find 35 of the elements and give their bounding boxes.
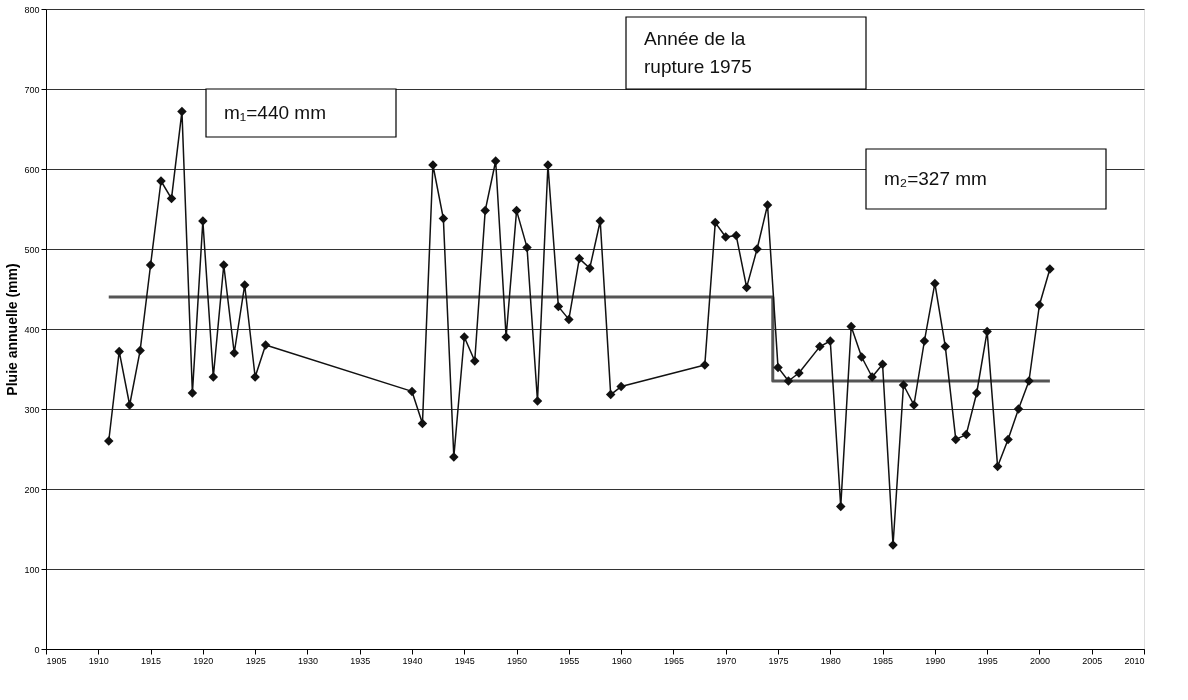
x-tick-label: 1955 <box>559 655 580 666</box>
x-tick-label: 1985 <box>873 655 894 666</box>
y-tick-label: 600 <box>24 164 40 175</box>
y-tick-label: 700 <box>24 84 40 95</box>
x-tick-label: 1960 <box>611 655 632 666</box>
y-tick-label: 500 <box>24 244 40 255</box>
x-tick-label: 1945 <box>454 655 475 666</box>
x-tick-label: 1950 <box>507 655 528 666</box>
y-tick-label: 200 <box>24 484 40 495</box>
x-tick-label: 2010 <box>1124 655 1145 666</box>
x-tick-label: 1995 <box>977 655 998 666</box>
x-tick-label: 1910 <box>88 655 109 666</box>
x-tick-label: 2000 <box>1029 655 1050 666</box>
x-tick-label: 1915 <box>141 655 162 666</box>
y-tick-label: 400 <box>24 324 40 335</box>
x-tick-label: 1965 <box>663 655 684 666</box>
y-tick-label: 800 <box>24 4 40 15</box>
y-tick-label: 0 <box>34 644 40 655</box>
x-tick-label: 1990 <box>925 655 946 666</box>
x-tick-label: 1975 <box>768 655 789 666</box>
x-tick-label: 1980 <box>820 655 841 666</box>
y-axis-title: Pluie annuelle (mm) <box>4 263 21 396</box>
annotation: m₂=327 mm <box>884 168 987 189</box>
x-tick-label: 1970 <box>716 655 737 666</box>
x-tick-label: 1935 <box>350 655 371 666</box>
annotation: Année de la rupture 1975 <box>644 28 752 77</box>
y-tick-label: 100 <box>24 564 40 575</box>
x-tick-label: 1940 <box>402 655 423 666</box>
x-tick-label: 1925 <box>245 655 266 666</box>
y-tick-label: 300 <box>24 404 40 415</box>
x-tick-label: 1930 <box>297 655 318 666</box>
x-tick-label: 1920 <box>193 655 214 666</box>
x-tick-label: 2005 <box>1082 655 1103 666</box>
annotation: m₁=440 mm <box>224 102 326 123</box>
x-tick-label: 1905 <box>46 655 67 666</box>
